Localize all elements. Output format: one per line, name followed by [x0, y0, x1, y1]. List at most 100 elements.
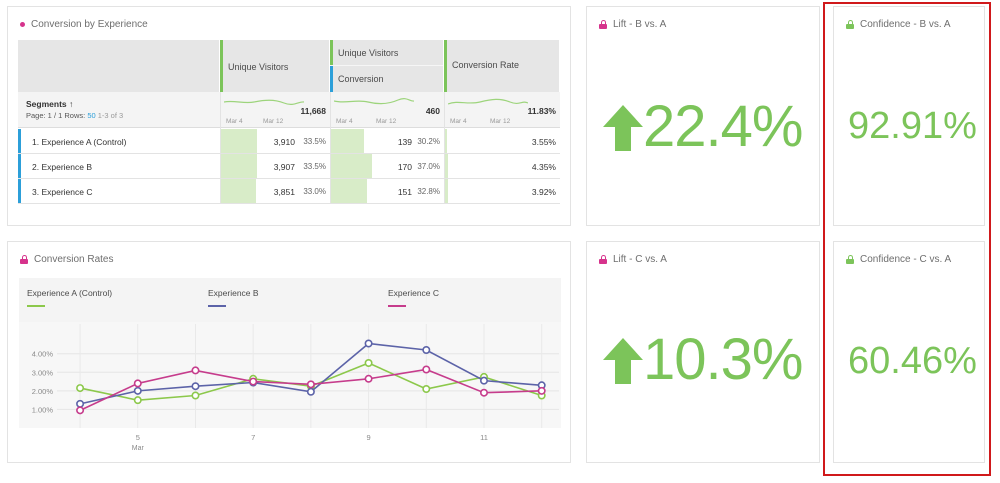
unique-visitors-bar: [220, 154, 257, 178]
unique-visitors-pct: 33.0%: [303, 187, 326, 196]
conversion-rate-bar: [444, 129, 447, 153]
segment-name[interactable]: 2. Experience B: [32, 162, 93, 172]
conversion-rates-line-chart: 1.00% 2.00% 3.00% 4.00% 5 7 9 11 Mar: [19, 322, 561, 452]
legend-swatch-experience-b: [208, 305, 226, 307]
y-tick-label: 3.00%: [32, 368, 54, 377]
x-tick-label: 11: [480, 433, 488, 442]
plot-background: [19, 322, 561, 428]
lift-b-panel: Lift - B vs. A 22.4%: [586, 6, 820, 226]
data-point-experience-b: [479, 376, 488, 385]
dot-icon: [20, 22, 25, 27]
conversion-value: 151: [397, 187, 412, 197]
data-point-experience-a: [422, 384, 431, 393]
up-arrow-icon: [603, 105, 643, 151]
data-point-experience-c: [306, 380, 315, 389]
lock-icon: [20, 255, 28, 264]
y-tick-label: 4.00%: [32, 350, 54, 359]
unique-visitors-sparkline: [224, 99, 304, 105]
data-point-experience-c: [76, 406, 85, 415]
conversion-value: 139: [397, 137, 412, 147]
conversion-value: 170: [397, 162, 412, 172]
data-point-experience-a: [76, 384, 85, 393]
conversion-rate-header-label: Conversion Rate: [452, 60, 520, 70]
data-point-experience-a: [364, 358, 373, 367]
total-conversion: 460: [425, 106, 440, 116]
data-point-experience-c: [249, 377, 258, 386]
conversion-rates-title: Conversion Rates: [20, 254, 113, 265]
unique-visitors-value: 3,907: [273, 162, 295, 172]
chart-legend: Experience A (Control) Experience B Expe…: [19, 278, 561, 322]
segment-name[interactable]: 1. Experience A (Control): [32, 137, 127, 147]
unique-visitors-pct: 33.5%: [303, 162, 326, 171]
conversion-rate-bar: [444, 154, 448, 178]
unique-visitors-value: 3,910: [273, 137, 295, 147]
table-row[interactable]: 2. Experience B 3,907 33.5% 170 37.0% 4.35%: [18, 154, 560, 179]
total-conversion-rate: 11.83%: [527, 106, 556, 116]
legend-swatch-experience-c: [388, 305, 406, 307]
lift-c-title: Lift - C vs. A: [599, 254, 667, 265]
segment-accent: [18, 179, 21, 203]
legend-item-experience-a[interactable]: Experience A (Control): [27, 288, 113, 298]
lift-c-panel: Lift - C vs. A 10.3%: [586, 241, 820, 463]
confidence-b-panel: Confidence - B vs. A 92.91%: [833, 6, 985, 226]
data-point-experience-b: [422, 345, 431, 354]
conversion-pct: 30.2%: [417, 137, 440, 146]
up-arrow-icon: [603, 338, 643, 384]
conversion-table-title: Conversion by Experience: [20, 19, 148, 30]
conversion-rate-header[interactable]: Conversion Rate: [444, 40, 560, 92]
lift-b-title: Lift - B vs. A: [599, 19, 666, 30]
conversion-rates-panel: Conversion Rates Experience A (Control) …: [7, 241, 571, 463]
data-point-experience-b: [133, 386, 142, 395]
rows-per-page-select[interactable]: 50: [87, 111, 96, 120]
data-point-experience-b: [76, 399, 85, 408]
y-tick-label: 2.00%: [32, 387, 54, 396]
table-row[interactable]: 3. Experience C 3,851 33.0% 151 32.8% 3.92%: [18, 179, 560, 204]
conversion-rate-value: 3.55%: [531, 137, 556, 147]
totals-row: Segments ↑ Page: 1 / 1 Rows: 50 1-3 of 3…: [18, 92, 560, 128]
data-point-experience-c: [479, 388, 488, 397]
x-tick-label: 7: [251, 433, 255, 442]
legend-item-experience-c[interactable]: Experience C: [388, 288, 440, 298]
lift-b-value: 22.4%: [643, 94, 803, 159]
lock-icon: [846, 20, 854, 29]
confidence-c-value: 60.46%: [848, 340, 977, 382]
conversion-rate-sparkline: [448, 98, 528, 105]
data-point-experience-c: [364, 374, 373, 383]
lock-icon: [846, 255, 854, 264]
y-tick-label: 1.00%: [32, 405, 54, 414]
conversion-bar: [330, 154, 372, 178]
conversion-rate-value: 3.92%: [531, 187, 556, 197]
data-point-experience-b: [306, 387, 315, 396]
unique-visitors-value: 3,851: [273, 187, 295, 197]
unique-visitors-pct: 33.5%: [303, 137, 326, 146]
confidence-c-title: Confidence - C vs. A: [846, 254, 951, 265]
lock-icon: [599, 20, 607, 29]
conversion-sparkline: [334, 98, 414, 105]
uv-conversion-header-label-bottom: Conversion: [338, 74, 384, 84]
conversion-rate-bar: [444, 179, 448, 203]
unique-visitors-bar: [220, 179, 256, 203]
unique-visitors-bar: [220, 129, 257, 153]
data-point-experience-b: [191, 382, 200, 391]
segments-sort-header[interactable]: Segments ↑: [26, 99, 74, 109]
segment-accent: [18, 129, 21, 153]
lift-c-value: 10.3%: [643, 327, 803, 392]
x-tick-label: 5: [136, 433, 140, 442]
table-row[interactable]: 1. Experience A (Control) 3,910 33.5% 139 30…: [18, 129, 560, 154]
legend-swatch-experience-a: [27, 305, 45, 307]
pagination-info: Page: 1 / 1 Rows: 50 1-3 of 3: [26, 111, 124, 120]
segment-accent: [18, 154, 21, 178]
segments-header-cell: [18, 40, 220, 92]
data-point-experience-b: [364, 339, 373, 348]
conversion-pct: 37.0%: [417, 162, 440, 171]
uv-conversion-header[interactable]: Unique Visitors Conversion: [330, 40, 444, 92]
conversion-rate-value: 4.35%: [531, 162, 556, 172]
unique-visitors-header[interactable]: Unique Visitors: [220, 40, 330, 92]
x-tick-label: 9: [367, 433, 371, 442]
segment-name[interactable]: 3. Experience C: [32, 187, 93, 197]
data-point-experience-a: [191, 391, 200, 400]
legend-item-experience-b[interactable]: Experience B: [208, 288, 259, 298]
confidence-highlight-frame: [823, 2, 991, 476]
data-point-experience-c: [133, 379, 142, 388]
conversion-bar: [330, 129, 364, 153]
